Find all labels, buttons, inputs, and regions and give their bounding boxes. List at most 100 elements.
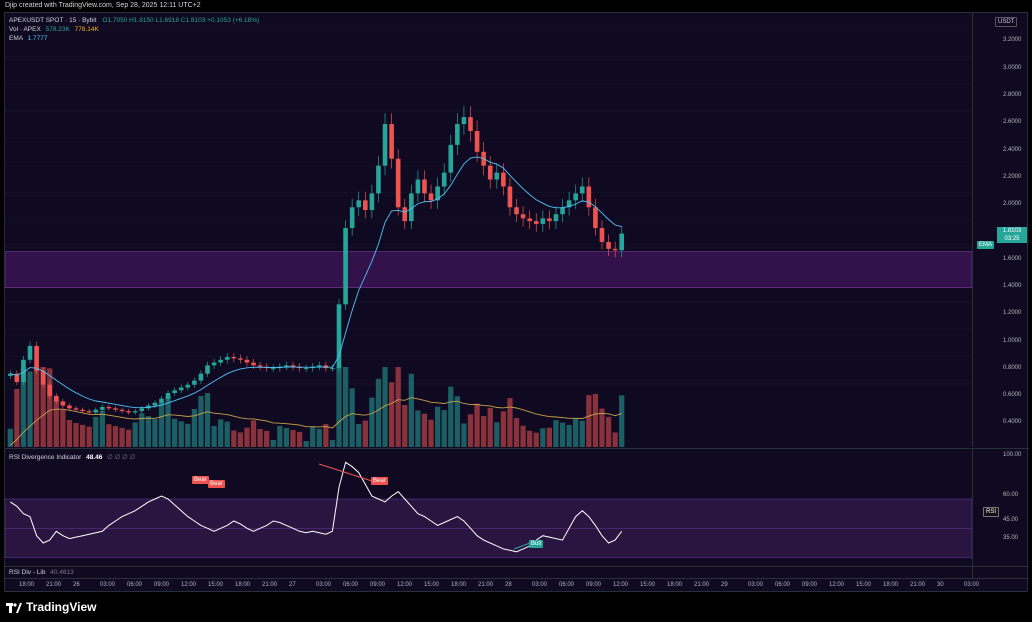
time-tick: 03:00 <box>532 582 548 588</box>
time-tick: 21:00 <box>910 582 926 588</box>
price-tick: 1.0000 <box>1003 338 1022 344</box>
volume-bar <box>500 411 507 447</box>
lib-pane[interactable]: RSI Div - Lib 40.4613 <box>5 566 972 579</box>
candle-body <box>428 193 434 201</box>
bull-divergence-line <box>513 542 531 550</box>
volume-bar <box>250 420 257 447</box>
volume-bar <box>211 426 217 447</box>
legend-ema-label[interactable]: EMA <box>9 35 23 42</box>
volume-bar <box>270 440 276 447</box>
volume-bar <box>86 426 92 447</box>
legend-ohlc: O1.7050 H1.8150 L1.6918 C1.8103 +0.1053 … <box>102 17 260 24</box>
candle-body <box>586 186 592 208</box>
candle-body <box>152 402 158 406</box>
lib-label[interactable]: RSI Div - Lib <box>9 569 46 576</box>
volume-bar <box>336 367 342 447</box>
candle-body <box>198 373 204 381</box>
bear-badge: Bear <box>208 480 225 488</box>
candle-body <box>599 228 605 242</box>
rsi-extra: ∅ ∅ ∅ ∅ <box>107 454 136 461</box>
candle-body <box>560 207 565 215</box>
legend-volume-row: Vol · APEX 578.23K 778.14K <box>9 25 259 34</box>
volume-bar <box>402 405 408 447</box>
candle-body <box>316 365 322 367</box>
rsi-title[interactable]: RSI Divergence Indicator <box>9 454 82 461</box>
time-tick: 21:00 <box>694 582 710 588</box>
time-tick: 12:00 <box>181 582 197 588</box>
candle-body <box>172 390 177 394</box>
volume-bar <box>349 388 355 447</box>
time-tick: 12:00 <box>613 582 629 588</box>
volume-bar <box>158 402 165 447</box>
price-tick: 1.4000 <box>1003 283 1022 289</box>
volume-bar <box>533 432 539 447</box>
volume-bar <box>99 410 105 447</box>
lib-axis <box>972 566 1029 578</box>
candle-body <box>507 186 513 208</box>
currency-badge[interactable]: USDT <box>995 17 1018 27</box>
volume-bar <box>53 399 59 447</box>
brand-name: TradingView <box>26 600 97 614</box>
volume-bar <box>244 427 250 447</box>
ema-line <box>10 156 622 409</box>
rsi-axis[interactable]: 100.00 60.00 45.00 35.00 RSI <box>972 448 1029 566</box>
rsi-chart[interactable] <box>5 449 972 567</box>
volume-bar <box>474 403 480 447</box>
volume-bar <box>382 367 388 447</box>
volume-bar <box>277 425 283 447</box>
volume-bar <box>559 422 566 447</box>
volume-bar <box>231 430 237 447</box>
time-tick: 18:00 <box>667 582 683 588</box>
price-pane[interactable]: APEXUSDT SPOT · 15 · Bybit O1.7050 H1.81… <box>5 13 972 447</box>
rsi-tag[interactable]: RSI <box>983 507 1000 517</box>
volume-bar <box>408 373 414 447</box>
volume-bar <box>191 409 198 447</box>
rsi-pane[interactable]: RSI Divergence Indicator 48.46 ∅ ∅ ∅ ∅ B… <box>5 448 972 567</box>
price-chart[interactable] <box>5 13 972 447</box>
candle-body <box>547 218 552 222</box>
time-axis[interactable]: 18:00 21:00 26 03:00 06:00 09:00 12:00 15:00 18:… <box>5 578 1029 593</box>
candle-body <box>40 370 46 385</box>
candle-body <box>514 207 519 215</box>
volume-ma-line <box>10 397 622 446</box>
volume-bar <box>540 428 546 447</box>
candle-body <box>284 365 289 367</box>
candle-body <box>448 144 454 173</box>
volume-bar <box>93 416 99 447</box>
volume-bar <box>165 396 171 447</box>
time-tick: 12:00 <box>397 582 413 588</box>
rsi-tick: 45.00 <box>1003 517 1019 523</box>
volume-bar <box>395 367 401 447</box>
candle-body <box>612 248 618 251</box>
ema-tag[interactable]: EMA <box>977 241 995 249</box>
lib-value: 40.4613 <box>50 569 74 576</box>
support-zone <box>5 251 972 288</box>
candle-body <box>178 387 184 391</box>
candle-body <box>34 345 39 371</box>
price-tick: 2.4000 <box>1003 147 1022 153</box>
time-tick: 18:00 <box>19 582 35 588</box>
legend-volume-label[interactable]: Vol · APEX <box>9 26 41 33</box>
legend-symbol[interactable]: APEXUSDT SPOT · 15 · Bybit <box>9 17 97 24</box>
volume-bar <box>454 396 460 447</box>
time-tick: 26 <box>73 582 80 588</box>
volume-bar <box>612 432 618 447</box>
time-tick: 27 <box>289 582 296 588</box>
volume-bar <box>198 396 204 447</box>
volume-bar <box>566 425 572 447</box>
candle-body <box>619 233 625 251</box>
tradingview-logo[interactable]: TradingView <box>6 600 96 614</box>
candle-body <box>192 380 197 385</box>
volume-bar <box>494 422 500 447</box>
candle-body <box>270 368 276 370</box>
candle-body <box>389 124 394 159</box>
price-axis[interactable]: USDT 3.2000 3.0000 2.8000 2.6000 2.4000 … <box>972 13 1029 447</box>
candle-body <box>251 362 256 366</box>
rsi-value: 48.46 <box>86 454 103 461</box>
time-tick: 09:00 <box>370 582 386 588</box>
candle-body <box>487 165 493 180</box>
volume-bar <box>47 368 53 447</box>
last-price-tag[interactable]: 1.8103 03:25 <box>997 227 1027 243</box>
candle-body <box>106 406 112 409</box>
time-tick: 18:00 <box>235 582 251 588</box>
